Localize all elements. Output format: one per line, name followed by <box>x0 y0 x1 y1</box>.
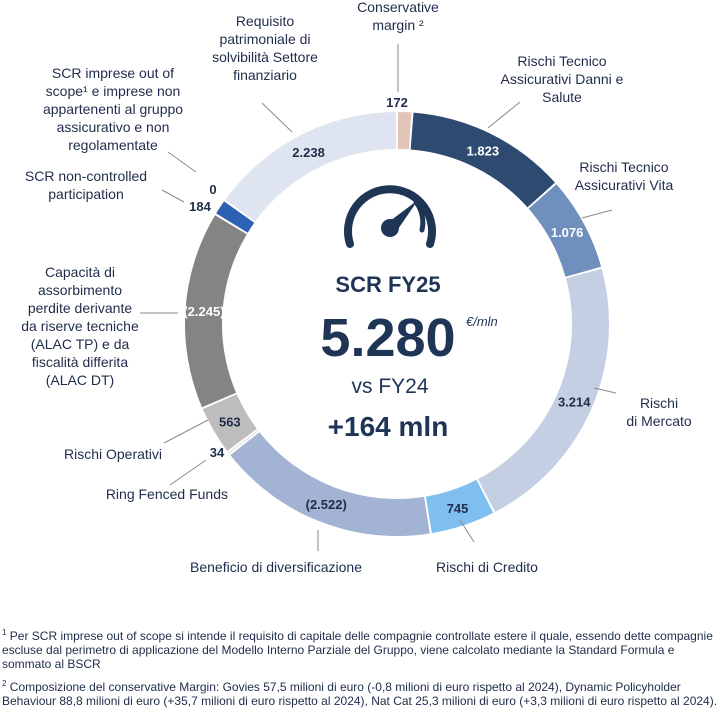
label-line: margin ² <box>372 17 424 33</box>
leader-operativi <box>163 419 209 444</box>
segment-noncontrolled <box>216 201 255 233</box>
label-danni: Rischi Tecnico Assicurativi Danni e Salute <box>501 53 624 105</box>
label-line: fiscalità differita <box>32 354 128 370</box>
label-line: Conservative <box>357 0 439 15</box>
label-line: Assicurativi Vita <box>575 177 674 193</box>
label-ringfenced: Ring Fenced Funds <box>106 486 228 502</box>
label-line: Assicurativi Danni e <box>501 71 624 87</box>
label-alac: Capacità di assorbimento perdite derivante… <box>21 264 139 388</box>
label-line: assicurativo e non <box>57 119 170 135</box>
value-diversificazione: (2.522) <box>306 497 347 512</box>
value-danni: 1.823 <box>467 144 500 159</box>
label-vita: Rischi Tecnico Assicurativi Vita <box>575 159 674 193</box>
segment-diversificazione <box>230 432 430 536</box>
value-vita: 1.076 <box>551 225 584 240</box>
label-line: (ALAC TP) e da <box>31 336 130 352</box>
label-noncontrolled: SCR non-controlled participation <box>25 168 147 202</box>
label-line: scope¹ e imprese non <box>46 83 181 99</box>
center-comparison: vs FY24 <box>351 375 428 398</box>
value-alac: (2.245) <box>183 304 224 319</box>
scr-donut-chart: 172 1.823 1.076 3.214 745 (2.522) 34 563 (2.245)… <box>21 0 692 575</box>
label-finanziario: Requisito patrimoniale di solvibilità Sett… <box>212 13 318 83</box>
label-credito: Rischi di Credito <box>436 559 538 575</box>
value-conservative: 172 <box>386 95 408 110</box>
label-line: Requisito <box>236 13 295 29</box>
leader-danni <box>487 101 521 129</box>
label-line: Rischi Tecnico <box>579 159 668 175</box>
label-outofscope: SCR imprese out of scope¹ e imprese non ap… <box>43 65 183 153</box>
label-line: di Mercato <box>626 413 692 429</box>
label-diversificazione: Beneficio di diversificazione <box>190 559 362 575</box>
label-line: Rischi di Credito <box>436 559 538 575</box>
label-line: Rischi Operativi <box>64 446 162 462</box>
value-operativi: 563 <box>219 414 241 429</box>
segment-danni <box>410 112 556 208</box>
label-line: assorbimento <box>38 282 122 298</box>
label-line: finanziario <box>233 67 297 83</box>
label-line: SCR imprese out of <box>52 65 174 81</box>
label-line: Capacità di <box>45 264 115 280</box>
center-value: 5.280 <box>320 308 455 368</box>
segment-mercato <box>478 268 609 512</box>
label-line: Rischi <box>640 395 678 411</box>
footnote-2: 2 Composizione del conservative Margin: … <box>2 677 720 708</box>
leader-ringfenced <box>169 459 207 486</box>
label-line: patrimoniale di <box>219 31 310 47</box>
leader-mercato <box>593 387 617 394</box>
footnote-1-mark: 1 <box>2 628 7 637</box>
label-line: (ALAC DT) <box>46 372 114 388</box>
segment-ringfenced <box>228 430 259 454</box>
label-line: participation <box>48 186 124 202</box>
label-line: Ring Fenced Funds <box>106 486 228 502</box>
value-ringfenced: 34 <box>210 445 225 460</box>
leader-noncontrolled <box>161 189 185 203</box>
leader-vita <box>581 209 613 219</box>
footnote-2-mark: 2 <box>2 679 7 688</box>
value-credito: 745 <box>447 501 469 516</box>
leader-finanziario <box>261 102 293 133</box>
segment-alac <box>185 215 247 408</box>
label-line: solvibilità Settore <box>212 49 318 65</box>
segment-vita <box>528 184 602 277</box>
leader-credito <box>459 519 475 543</box>
label-line: Beneficio di diversificazione <box>190 559 362 575</box>
label-operativi: Rischi Operativi <box>64 446 162 462</box>
value-outofscope: 0 <box>209 182 216 197</box>
label-conservative: Conservative margin ² <box>357 0 439 33</box>
leader-outofscope <box>167 151 197 173</box>
center-delta: +164 mln <box>328 411 449 442</box>
speedometer-icon <box>344 185 436 248</box>
label-line: perdite derivante <box>28 300 133 316</box>
segment-operativi <box>202 394 257 451</box>
footnote-1: 1 Per SCR imprese out of scope si intend… <box>2 626 720 671</box>
label-line: regolamentate <box>68 137 158 153</box>
value-noncontrolled: 184 <box>189 199 211 214</box>
label-line: appartenenti al gruppo <box>43 101 183 117</box>
segment-conservative <box>397 112 412 150</box>
footnotes: 1 Per SCR imprese out of scope si intend… <box>2 626 720 714</box>
footnote-1-text: Per SCR imprese out of scope si intende … <box>2 629 713 671</box>
segment-credito <box>425 479 494 534</box>
label-mercato: Rischi di Mercato <box>626 395 692 429</box>
value-finanziario: 2.238 <box>292 145 325 160</box>
donut-segments <box>185 112 609 536</box>
label-line: Salute <box>542 89 582 105</box>
center-unit: €/mln <box>466 314 498 329</box>
center-title: SCR FY25 <box>335 272 440 297</box>
segment-labels: Conservative margin ² Rischi Tecnico Assicu… <box>21 0 692 575</box>
leader-lines <box>140 44 617 551</box>
label-line: da riserve tecniche <box>21 318 139 334</box>
label-line: Rischi Tecnico <box>517 53 606 69</box>
segment-finanziario <box>225 112 397 222</box>
segment-values: 172 1.823 1.076 3.214 745 (2.522) 34 563 (2.245)… <box>183 95 591 516</box>
value-mercato: 3.214 <box>558 395 591 410</box>
label-line: SCR non-controlled <box>25 168 147 184</box>
footnote-2-text: Composizione del conservative Margin: Go… <box>2 680 718 708</box>
